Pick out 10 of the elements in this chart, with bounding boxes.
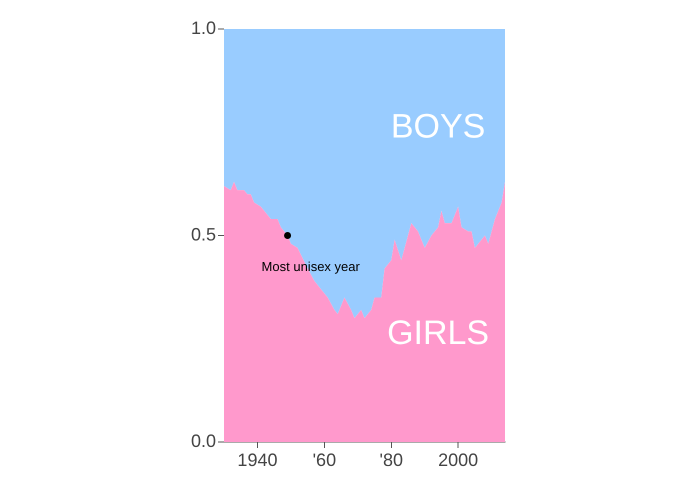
y-tick-label: 0.0: [190, 430, 216, 451]
annotation: Most unisex year: [262, 259, 360, 274]
y-tick-label: 0.5: [190, 224, 216, 244]
x-tick-label: '60: [312, 450, 336, 470]
x-tick-label: 2000: [438, 450, 478, 470]
y-tick-label: 1.0: [190, 18, 216, 38]
series-label: GIRLS: [387, 314, 490, 352]
series-label: BOYS: [390, 107, 486, 146]
x-tick-label: 1940: [237, 450, 278, 470]
x-tick-label: '80: [380, 450, 403, 470]
